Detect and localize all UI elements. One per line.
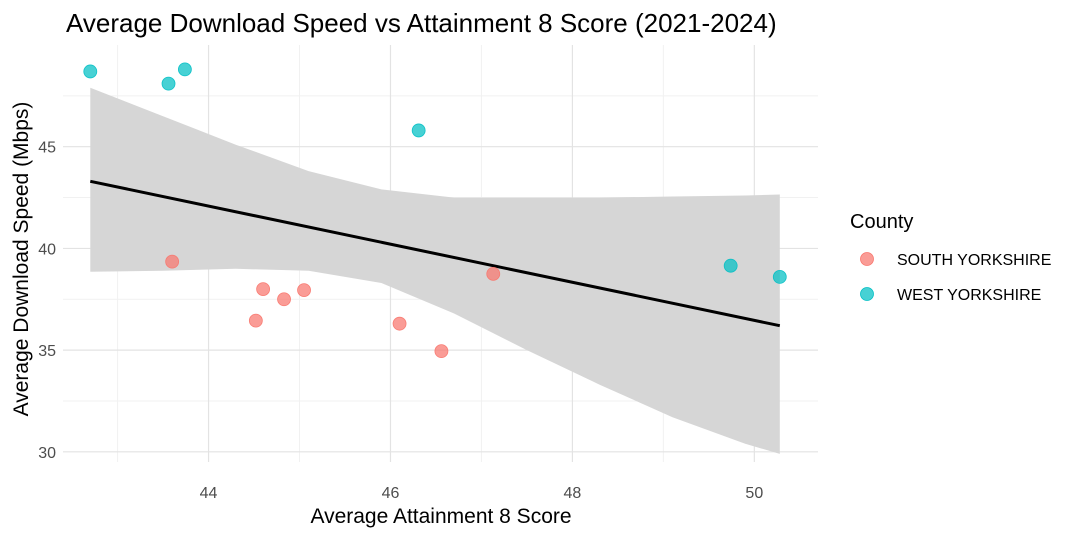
point-south-yorkshire bbox=[248, 313, 263, 328]
point-south-yorkshire bbox=[165, 254, 180, 269]
confidence-band-layer bbox=[90, 87, 780, 454]
point-south-yorkshire bbox=[277, 292, 291, 307]
points-layer bbox=[83, 62, 787, 359]
point-south-yorkshire bbox=[256, 282, 271, 296]
x-axis-title: Average Attainment 8 Score bbox=[310, 505, 571, 528]
point-south-yorkshire bbox=[486, 266, 501, 281]
legend-label: WEST YORKSHIRE bbox=[897, 287, 1041, 304]
point-south-yorkshire bbox=[434, 344, 449, 359]
y-tick-label: 30 bbox=[38, 445, 56, 462]
point-south-yorkshire bbox=[392, 316, 407, 331]
y-tick-labels: 30 35 40 45 bbox=[38, 140, 56, 462]
x-tick-labels: 44 46 48 50 bbox=[200, 485, 764, 502]
legend-label: SOUTH YORKSHIRE bbox=[897, 252, 1051, 269]
point-west-yorkshire bbox=[772, 269, 787, 284]
y-tick-label: 40 bbox=[38, 241, 56, 258]
trend-line bbox=[89, 179, 781, 328]
confidence-band bbox=[90, 87, 780, 454]
y-tick-label: 45 bbox=[38, 140, 56, 157]
legend: County SOUTH YORKSHIRE WEST YORKSHIRE bbox=[850, 211, 1051, 304]
point-west-yorkshire bbox=[723, 258, 738, 273]
legend-key bbox=[860, 252, 874, 266]
x-tick-label: 50 bbox=[745, 485, 763, 502]
trend-line-layer bbox=[89, 179, 781, 328]
legend-key bbox=[860, 287, 874, 301]
y-axis-title: Average Download Speed (Mbps) bbox=[10, 102, 33, 417]
chart-title: Average Download Speed vs Attainment 8 S… bbox=[66, 8, 777, 38]
point-south-yorkshire bbox=[297, 283, 311, 298]
legend-title: County bbox=[850, 211, 913, 233]
point-west-yorkshire bbox=[411, 123, 426, 138]
x-tick-label: 44 bbox=[200, 485, 218, 502]
point-west-yorkshire bbox=[177, 62, 192, 77]
y-tick-label: 35 bbox=[38, 343, 56, 360]
point-west-yorkshire bbox=[161, 76, 176, 91]
x-tick-label: 46 bbox=[382, 485, 400, 502]
point-west-yorkshire bbox=[83, 64, 98, 79]
x-tick-label: 48 bbox=[563, 485, 581, 502]
